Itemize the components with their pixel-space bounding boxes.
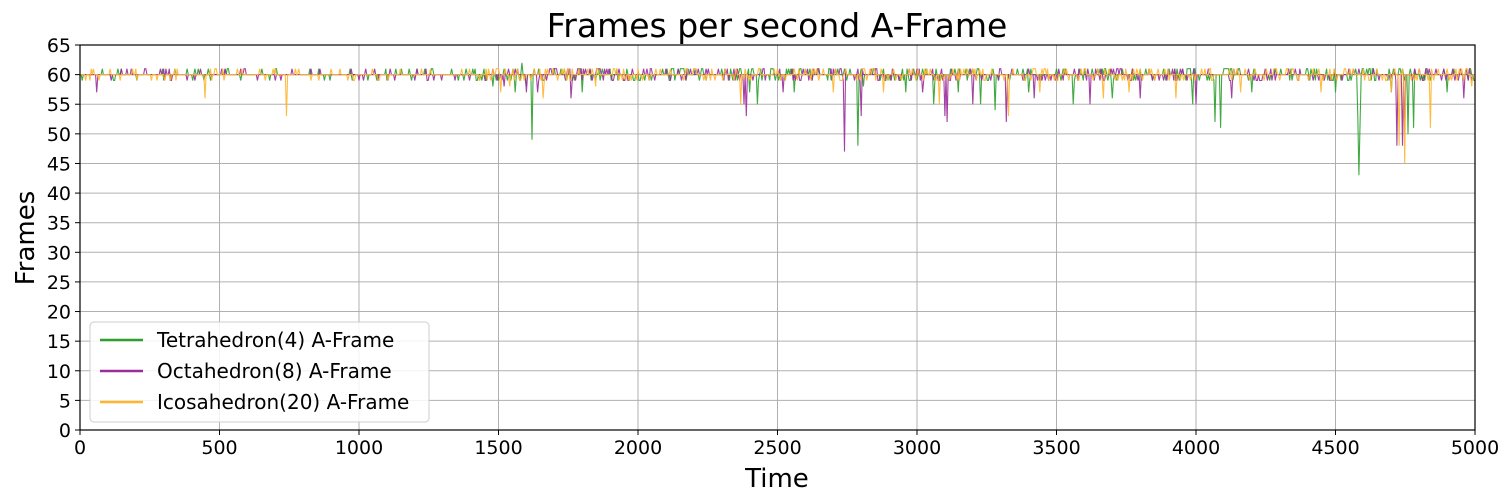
series-layer xyxy=(80,62,1475,176)
legend-entry: Tetrahedron(4) A-Frame xyxy=(156,328,394,352)
x-tick-label: 1000 xyxy=(335,437,383,459)
y-axis: 0 5 10 15 20 25 30 35 40 45 50 55 60 65 xyxy=(47,35,80,442)
y-tick-label: 30 xyxy=(47,242,71,264)
y-tick-label: 0 xyxy=(59,420,71,442)
x-tick-label: 500 xyxy=(201,437,237,459)
legend: Tetrahedron(4) A-Frame Octahedron(8) A-Fr… xyxy=(89,321,430,423)
x-axis: 0 500 1000 1500 2000 2500 3000 3500 4000 4500 5000 xyxy=(74,430,1499,459)
y-tick-label: 45 xyxy=(47,153,71,175)
legend-entry: Octahedron(8) A-Frame xyxy=(157,359,392,383)
x-tick-label: 1500 xyxy=(474,437,522,459)
y-tick-label: 15 xyxy=(47,331,71,353)
y-tick-label: 50 xyxy=(47,124,71,146)
y-tick-label: 5 xyxy=(59,390,71,412)
x-tick-label: 2500 xyxy=(753,437,801,459)
legend-entry: Icosahedron(20) A-Frame xyxy=(157,390,409,414)
chart-title: Frames per second A-Frame xyxy=(547,6,1008,45)
y-tick-label: 40 xyxy=(47,183,71,205)
y-tick-label: 65 xyxy=(47,35,71,57)
y-tick-label: 25 xyxy=(47,272,71,294)
legend-box xyxy=(89,321,430,423)
x-tick-label: 0 xyxy=(74,437,86,459)
x-tick-label: 2000 xyxy=(614,437,662,459)
x-tick-label: 5000 xyxy=(1451,437,1499,459)
x-tick-label: 3000 xyxy=(893,437,941,459)
x-tick-label: 4000 xyxy=(1172,437,1220,459)
x-axis-label: Time xyxy=(744,464,809,494)
y-tick-label: 20 xyxy=(47,302,71,324)
x-tick-label: 3500 xyxy=(1032,437,1080,459)
y-axis-label: Frames xyxy=(11,191,41,286)
y-tick-label: 10 xyxy=(47,361,71,383)
x-tick-label: 4500 xyxy=(1311,437,1359,459)
series-line xyxy=(80,68,1475,164)
y-tick-label: 35 xyxy=(47,213,71,235)
y-tick-label: 60 xyxy=(47,65,71,87)
y-tick-label: 55 xyxy=(47,94,71,116)
